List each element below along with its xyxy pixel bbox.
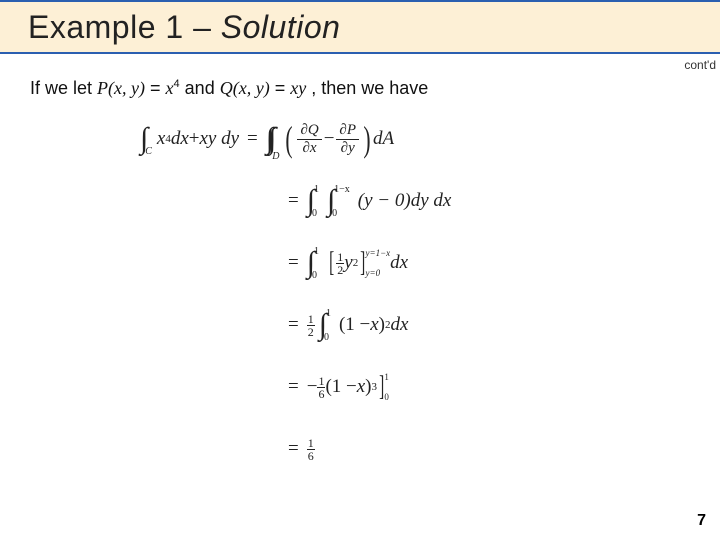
frac-dQdx: ∂Q ∂x xyxy=(297,122,321,156)
lhs-dx: dx xyxy=(171,128,189,150)
equals-6: = xyxy=(288,438,299,460)
equals-1: = xyxy=(247,128,258,150)
r3-y: y xyxy=(344,252,352,274)
r3-y-sup: 2 xyxy=(353,257,359,269)
frac-sixth: 1 6 xyxy=(317,375,325,400)
frac-dPdy: ∂P ∂y xyxy=(336,122,359,156)
eq-row-2: = ∫ 0 1 ∫ 0 1−x (y − 0) dy dx xyxy=(140,181,720,221)
double-integral-icon: ∫∫ D xyxy=(266,124,284,154)
r5-frac-n: 1 xyxy=(317,375,325,388)
r4-lo: 0 xyxy=(324,332,329,343)
r5-body-x: x xyxy=(357,376,365,398)
r4-hi: 1 xyxy=(326,308,331,319)
r2-lo1: 0 xyxy=(312,208,317,219)
eval-limits: y=1−x y=0 xyxy=(366,248,391,278)
intro-Q: Q xyxy=(220,78,233,98)
intro-t1: If we let xyxy=(30,78,97,98)
r3-hi: 1 xyxy=(314,246,319,257)
equals-2: = xyxy=(288,190,299,212)
r5-frac-d: 6 xyxy=(317,388,325,400)
r4-dx: dx xyxy=(391,314,409,336)
equals-4: = xyxy=(288,314,299,336)
lparen-icon: ( xyxy=(286,125,293,154)
lhs-x: x xyxy=(157,128,165,150)
frac-half: 1 2 xyxy=(307,313,315,338)
r1-minus: − xyxy=(324,128,335,150)
r5-body-a: (1 − xyxy=(325,376,356,398)
r3-lo: 0 xyxy=(312,270,317,281)
rparen-icon: ) xyxy=(363,125,370,154)
r2-body: (y − 0) xyxy=(358,190,411,212)
intro-text: If we let P(x, y) = x4 and Q(x, y) = xy … xyxy=(0,54,720,99)
r2-dydx: dy dx xyxy=(411,190,452,212)
intro-eq2: = xyxy=(275,78,291,98)
rbracket-icon: ] xyxy=(379,376,384,398)
int-sub-C: C xyxy=(145,146,152,157)
r2-hi2: 1−x xyxy=(334,184,350,195)
equals-3: = xyxy=(288,252,299,274)
title-italic: Solution xyxy=(221,9,341,45)
equals-5: = xyxy=(288,376,299,398)
r5-sup3: 3 xyxy=(372,381,378,393)
intro-P: P xyxy=(97,78,108,98)
dPdy-den: ∂y xyxy=(338,140,358,157)
continued-label: cont'd xyxy=(684,58,716,72)
r6-frac-d: 6 xyxy=(307,450,315,462)
page-number: 7 xyxy=(697,512,706,530)
intro-sup4: 4 xyxy=(174,78,180,90)
intro-and: and xyxy=(185,78,220,98)
r4-half-n: 1 xyxy=(307,313,315,326)
eq-lhs: ∫ C x4 dx + xy dy xyxy=(140,124,239,154)
lhs-plus: + xyxy=(189,128,200,150)
eq-row-5: = − 1 6 (1 − x)3 ] 1 0 xyxy=(140,367,720,407)
r3-dx: dx xyxy=(390,252,408,274)
r6-frac-n: 1 xyxy=(307,437,315,450)
r3-eval-bot: y=0 xyxy=(366,268,391,278)
r4-body-a: (1 − xyxy=(339,314,370,336)
dPdy-num: ∂P xyxy=(336,122,359,140)
intro-xy-expr: xy xyxy=(290,78,306,98)
intro-eq1: = xyxy=(150,78,166,98)
intro-then: , then we have xyxy=(311,78,428,98)
r5-neg: − xyxy=(307,376,318,398)
r5-eval-top: 1 xyxy=(384,372,389,382)
r4-body-x: x xyxy=(370,314,378,336)
eq-row-1: ∫ C x4 dx + xy dy = ∫∫ D ( ∂Q ∂x − ∂P ∂y… xyxy=(140,119,720,159)
intro-xy2: (x, y) xyxy=(233,78,270,98)
eq-row-3: = ∫ 0 1 [ 1 2 y2 ] y=1−x y=0 dx xyxy=(140,243,720,283)
lbracket-icon: [ xyxy=(329,252,334,274)
title-band: Example 1 – Solution xyxy=(0,0,720,54)
page-title: Example 1 – Solution xyxy=(28,9,340,46)
r1-dA: dA xyxy=(373,128,394,150)
title-prefix: Example 1 – xyxy=(28,9,221,45)
intro-x: x xyxy=(166,78,174,98)
r3-eval-top: y=1−x xyxy=(366,248,391,258)
dblint-sub-D: D xyxy=(272,151,279,162)
r2-lo2: 0 xyxy=(332,208,337,219)
r5-eval-bot: 0 xyxy=(384,392,389,402)
r2-hi1: 1 xyxy=(314,184,319,195)
intro-xy1: (x, y) xyxy=(108,78,145,98)
equation-block: ∫ C x4 dx + xy dy = ∫∫ D ( ∂Q ∂x − ∂P ∂y… xyxy=(0,99,720,469)
dQdx-num: ∂Q xyxy=(297,122,321,140)
r4-half-d: 2 xyxy=(307,326,315,338)
lhs-xy: xy dy xyxy=(199,128,239,150)
frac-sixth: 1 6 xyxy=(307,437,315,462)
eq-row-6: = 1 6 xyxy=(140,429,720,469)
eval-limits: 1 0 xyxy=(384,372,389,402)
dQdx-den: ∂x xyxy=(300,140,320,157)
rbracket-icon: ] xyxy=(360,252,365,274)
eq-row-4: = 1 2 ∫ 0 1 (1 − x)2 dx xyxy=(140,305,720,345)
